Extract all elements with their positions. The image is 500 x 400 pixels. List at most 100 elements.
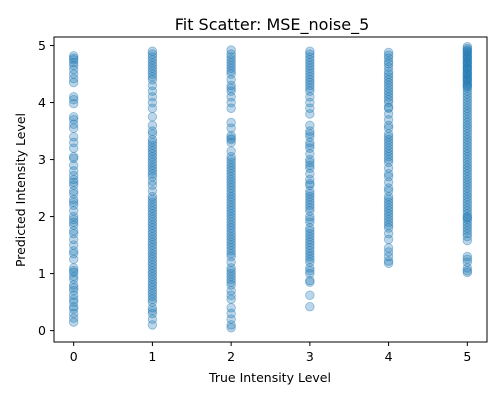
data-point	[462, 60, 473, 71]
data-point	[305, 103, 315, 113]
data-point	[226, 123, 236, 133]
data-point	[68, 290, 79, 300]
data-point	[68, 177, 79, 188]
data-point	[226, 290, 236, 300]
data-point	[462, 63, 473, 74]
data-point	[383, 97, 394, 108]
data-point	[68, 73, 79, 84]
data-point	[383, 77, 394, 88]
data-point	[462, 89, 473, 99]
data-point	[68, 57, 79, 68]
data-point	[305, 186, 315, 196]
data-point	[462, 59, 473, 69]
data-point	[305, 197, 315, 208]
data-point	[226, 194, 236, 205]
data-point	[462, 120, 473, 131]
y-axis-label: Predicted Intensity Level	[13, 113, 28, 267]
data-point	[305, 163, 315, 173]
data-point	[68, 153, 79, 164]
data-point	[305, 154, 315, 165]
data-point	[226, 134, 236, 145]
data-point	[68, 152, 79, 162]
data-point	[383, 186, 394, 196]
data-point	[383, 243, 394, 253]
data-point	[305, 257, 315, 267]
data-point	[226, 303, 236, 313]
data-point	[305, 206, 315, 216]
data-point	[305, 143, 315, 153]
data-point	[147, 248, 158, 259]
data-point	[305, 126, 315, 136]
data-point	[226, 200, 236, 210]
data-point	[462, 134, 473, 145]
data-point	[462, 51, 473, 61]
data-point	[462, 86, 473, 96]
data-point	[383, 129, 394, 139]
data-point	[462, 209, 473, 219]
data-point	[226, 266, 236, 276]
data-point	[226, 214, 236, 225]
data-point	[226, 223, 236, 233]
data-point	[305, 92, 315, 102]
data-point	[147, 120, 158, 131]
data-point	[383, 206, 394, 216]
data-point	[305, 178, 315, 189]
data-point	[147, 157, 158, 168]
data-point	[147, 200, 158, 210]
data-point	[383, 132, 394, 142]
data-point	[147, 203, 158, 213]
data-point	[462, 66, 473, 76]
x-tick-label: 2	[227, 349, 235, 364]
data-point	[147, 194, 158, 205]
data-point	[305, 203, 315, 213]
data-point	[226, 63, 236, 74]
data-point	[462, 171, 473, 182]
data-point	[147, 140, 158, 151]
data-point	[68, 274, 79, 284]
data-point	[383, 154, 394, 165]
data-point	[147, 283, 158, 293]
data-point	[68, 194, 79, 205]
data-point	[68, 95, 79, 105]
data-point	[462, 266, 473, 276]
data-point	[305, 226, 315, 236]
data-point	[226, 234, 236, 245]
data-point	[226, 271, 236, 282]
data-point	[305, 248, 315, 259]
data-point	[147, 257, 158, 267]
data-point	[68, 220, 79, 230]
data-point	[226, 166, 236, 176]
data-point	[383, 47, 394, 58]
data-point	[68, 143, 79, 153]
data-point	[226, 177, 236, 188]
data-point	[462, 45, 473, 55]
data-point	[383, 103, 394, 113]
data-point	[147, 268, 158, 279]
data-point	[226, 171, 236, 182]
data-point	[462, 53, 473, 63]
data-point	[462, 251, 473, 262]
data-point	[462, 157, 473, 168]
data-point	[305, 55, 315, 65]
data-point	[226, 228, 236, 239]
data-point	[383, 123, 394, 133]
data-point	[147, 206, 158, 216]
data-point	[305, 211, 315, 222]
data-point	[305, 243, 315, 253]
data-point	[68, 114, 79, 125]
data-point	[383, 146, 394, 156]
data-point	[147, 166, 158, 176]
data-point	[462, 79, 473, 90]
data-point	[68, 240, 79, 250]
data-point	[305, 277, 315, 287]
data-point	[462, 69, 473, 79]
data-point	[383, 171, 394, 182]
plot-area-frame	[53, 36, 488, 343]
data-point	[226, 83, 236, 94]
data-point	[226, 86, 236, 96]
data-point	[383, 217, 394, 227]
data-point	[462, 132, 473, 142]
data-point	[305, 231, 315, 242]
data-point	[383, 83, 394, 94]
data-point	[462, 64, 473, 75]
